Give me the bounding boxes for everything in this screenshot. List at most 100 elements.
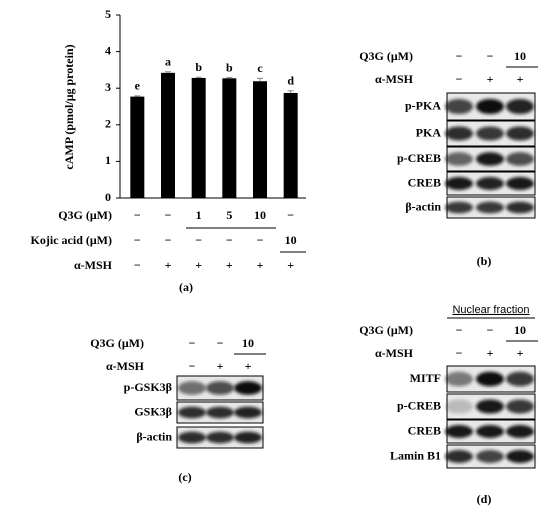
header-cell: − <box>456 346 463 360</box>
error-bar <box>287 90 294 93</box>
header-cell: − <box>456 72 463 86</box>
blot-band <box>178 431 206 444</box>
header-cell: 10 <box>514 323 526 337</box>
error-bar <box>195 76 202 78</box>
treatment-cell: 10 <box>254 208 266 222</box>
header-cell: − <box>487 323 494 337</box>
fraction-title: Nuclear fraction <box>452 304 529 316</box>
y-tick-label: 2 <box>105 117 111 131</box>
blot-band <box>445 126 473 141</box>
blot-band <box>445 425 473 438</box>
treatment-cell: 5 <box>226 208 232 222</box>
blot-band <box>476 152 504 166</box>
blot-band <box>445 201 473 214</box>
blot-band <box>506 98 534 115</box>
treatment-cell: − <box>134 208 141 222</box>
blot-band <box>476 177 504 190</box>
header-cell: 10 <box>514 49 526 63</box>
blot-band <box>445 152 473 166</box>
caption: (c) <box>178 470 191 484</box>
bar <box>283 92 298 198</box>
y-tick-label: 1 <box>105 153 111 167</box>
y-axis-label: cAMP (pmol/μg protein) <box>62 44 76 169</box>
treatment-cell: + <box>226 258 233 272</box>
y-tick-label: 3 <box>105 80 111 94</box>
header-cell: + <box>245 359 252 373</box>
row-label: Kojic acid (μM) <box>31 233 112 247</box>
blot-band <box>506 371 534 387</box>
blot-label: MITF <box>410 371 441 385</box>
blot-band <box>476 98 504 115</box>
treatment-cell: − <box>134 233 141 247</box>
header-cell: − <box>456 323 463 337</box>
blot-label: CREB <box>408 423 441 437</box>
blot-band <box>506 177 534 190</box>
bar <box>222 78 237 198</box>
treatment-cell: − <box>287 208 294 222</box>
significance-letter: a <box>165 54 171 68</box>
blot-band <box>506 201 534 214</box>
blot-band <box>476 126 504 141</box>
header-label: α-MSH <box>106 359 145 373</box>
y-tick-label: 5 <box>105 7 111 21</box>
blot-band <box>506 425 534 438</box>
bar <box>161 72 175 198</box>
header-cell: − <box>456 49 463 63</box>
header-cell: − <box>189 336 196 350</box>
error-bar <box>226 77 233 79</box>
blot-band <box>206 406 234 419</box>
blot-label: GSK3β <box>134 404 172 418</box>
header-cell: − <box>487 49 494 63</box>
blot-band <box>445 98 473 115</box>
error-bar <box>165 71 171 73</box>
bar <box>191 77 206 198</box>
header-cell: − <box>189 359 196 373</box>
treatment-cell: + <box>257 258 264 272</box>
treatment-cell: + <box>195 258 202 272</box>
blot-label: β-actin <box>136 429 172 443</box>
row-label: Q3G (μM) <box>58 208 112 222</box>
treatment-cell: − <box>195 233 202 247</box>
treatment-cell: − <box>134 258 141 272</box>
blot-band <box>506 126 534 141</box>
treatment-cell: − <box>165 233 172 247</box>
treatment-cell: + <box>165 258 172 272</box>
significance-letter: e <box>135 79 141 93</box>
header-cell: + <box>487 346 494 360</box>
bar <box>253 81 267 198</box>
blot-band <box>476 371 504 387</box>
blot-band <box>476 201 504 214</box>
caption: (b) <box>477 254 492 268</box>
y-tick-label: 0 <box>105 190 111 204</box>
header-label: Q3G (μM) <box>359 49 413 63</box>
header-label: Q3G (μM) <box>359 323 413 337</box>
blot-band <box>506 152 534 166</box>
blot-band <box>445 371 473 387</box>
blot-band <box>506 399 534 414</box>
y-tick-label: 4 <box>105 43 111 57</box>
blot-band <box>234 406 262 419</box>
header-label: Q3G (μM) <box>90 336 144 350</box>
blot-band <box>445 450 473 463</box>
blot-band <box>445 177 473 190</box>
blot-band <box>206 431 234 444</box>
treatment-cell: 10 <box>285 233 297 247</box>
blot-label: β-actin <box>405 199 441 213</box>
treatment-cell: − <box>226 233 233 247</box>
row-label: α-MSH <box>74 258 113 272</box>
header-cell: + <box>217 359 224 373</box>
significance-letter: d <box>287 74 294 88</box>
blot-label: p-CREB <box>397 151 441 165</box>
bar <box>130 96 145 198</box>
header-cell: + <box>517 346 524 360</box>
blot-label: p-PKA <box>405 98 441 112</box>
treatment-cell: − <box>257 233 264 247</box>
blot-band <box>206 381 234 395</box>
caption: (a) <box>179 280 193 294</box>
header-cell: − <box>217 336 224 350</box>
blot-band <box>476 425 504 438</box>
error-bar <box>257 77 263 82</box>
blot-band <box>476 399 504 414</box>
caption: (d) <box>477 492 492 506</box>
